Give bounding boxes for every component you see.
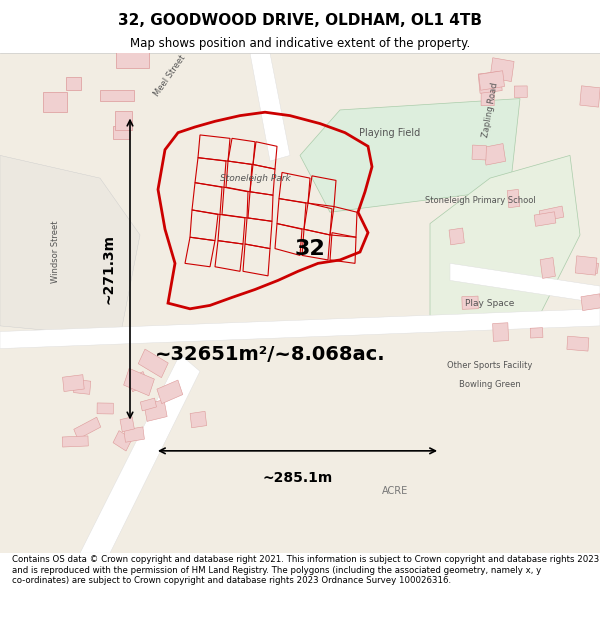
Polygon shape	[250, 53, 290, 161]
Bar	[462, 296, 478, 309]
Text: Playing Field: Playing Field	[359, 127, 421, 138]
Bar	[128, 371, 148, 392]
Bar	[581, 261, 599, 274]
Bar	[124, 368, 154, 396]
Bar	[140, 398, 157, 411]
Text: Stoneleigh Park: Stoneleigh Park	[220, 174, 290, 182]
Bar	[138, 349, 168, 378]
Bar	[124, 427, 145, 442]
Text: ~32651m²/~8.068ac.: ~32651m²/~8.068ac.	[155, 345, 385, 364]
Polygon shape	[80, 354, 200, 553]
FancyBboxPatch shape	[43, 92, 67, 112]
Text: Contains OS data © Crown copyright and database right 2021. This information is : Contains OS data © Crown copyright and d…	[12, 555, 599, 585]
Bar	[478, 71, 502, 93]
Polygon shape	[430, 156, 580, 326]
Bar	[567, 336, 589, 351]
Bar	[113, 431, 132, 451]
Bar	[62, 436, 88, 447]
Text: Other Sports Facility: Other Sports Facility	[448, 361, 533, 370]
Text: Windsor Street: Windsor Street	[50, 221, 59, 283]
Bar	[74, 417, 101, 439]
Bar	[580, 86, 600, 107]
Bar	[74, 379, 91, 394]
Bar	[97, 403, 113, 414]
FancyBboxPatch shape	[65, 77, 81, 90]
Text: Bowling Green: Bowling Green	[459, 381, 521, 389]
Bar	[481, 86, 494, 106]
Polygon shape	[0, 156, 140, 338]
Text: ~285.1m: ~285.1m	[262, 471, 332, 485]
Bar	[530, 328, 543, 338]
Bar	[507, 189, 520, 208]
Text: Stoneleigh Primary School: Stoneleigh Primary School	[425, 196, 535, 206]
FancyBboxPatch shape	[100, 89, 134, 101]
Text: ~271.3m: ~271.3m	[101, 234, 115, 304]
Text: ACRE: ACRE	[382, 486, 408, 496]
Bar	[514, 86, 527, 98]
Bar	[190, 411, 206, 428]
Bar	[540, 258, 556, 278]
Bar	[483, 144, 506, 165]
Polygon shape	[450, 263, 600, 303]
Bar	[144, 400, 167, 421]
Text: 32, GOODWOOD DRIVE, OLDHAM, OL1 4TB: 32, GOODWOOD DRIVE, OLDHAM, OL1 4TB	[118, 13, 482, 28]
Bar	[575, 256, 597, 275]
Bar	[62, 374, 84, 391]
Bar	[120, 417, 134, 432]
Text: Map shows position and indicative extent of the property.: Map shows position and indicative extent…	[130, 38, 470, 50]
Text: Play Space: Play Space	[466, 299, 515, 308]
Text: Meel Street: Meel Street	[152, 54, 188, 98]
Bar	[472, 145, 487, 160]
Polygon shape	[300, 99, 520, 212]
FancyBboxPatch shape	[116, 52, 149, 68]
Bar	[539, 206, 564, 222]
Text: 32: 32	[295, 239, 325, 259]
Bar	[581, 294, 600, 311]
Polygon shape	[0, 309, 600, 349]
FancyBboxPatch shape	[115, 111, 132, 130]
Bar	[534, 212, 556, 226]
Bar	[449, 228, 464, 245]
Text: Zapling Road: Zapling Road	[481, 82, 499, 138]
Bar	[490, 58, 514, 81]
FancyBboxPatch shape	[113, 126, 130, 139]
Bar	[157, 380, 183, 404]
Bar	[479, 71, 505, 90]
Bar	[493, 322, 509, 341]
